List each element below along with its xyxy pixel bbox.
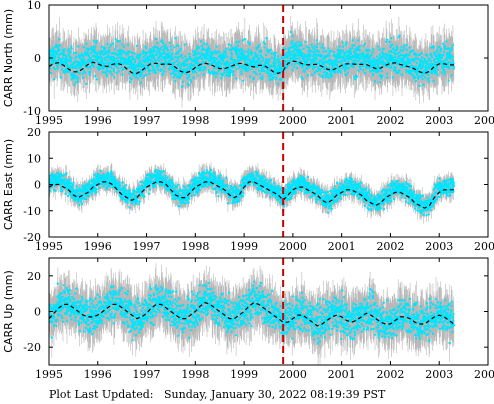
x-tick-label: 2001 [328, 368, 356, 381]
x-tick-label: 1998 [181, 114, 209, 127]
y-tick-label: -10 [23, 105, 41, 118]
x-tick-label: 2000 [279, 114, 307, 127]
model-curve [49, 60, 454, 75]
x-tick-label: 2001 [328, 114, 356, 127]
x-tick-label: 1997 [133, 368, 161, 381]
y-tick-label: -10 [23, 205, 41, 218]
x-tick-label: 2004 [474, 114, 494, 127]
x-tick-label: 1999 [230, 240, 258, 253]
x-tick-label: 1995 [35, 240, 63, 253]
y-tick-label: 20 [27, 270, 41, 283]
x-tick-label: 2002 [376, 368, 404, 381]
x-tick-label: 1995 [35, 368, 63, 381]
y-tick-label: -20 [23, 231, 41, 244]
y-tick-label: 0 [34, 52, 41, 65]
x-tick-label: 2003 [425, 368, 453, 381]
x-tick-label: 2004 [474, 240, 494, 253]
x-tick-label: 1997 [133, 114, 161, 127]
x-tick-label: 2003 [425, 240, 453, 253]
footer-timestamp: Sunday, January 30, 2022 08:19:39 PST [163, 388, 386, 401]
y-tick-label: 10 [27, 0, 41, 12]
x-tick-label: 1996 [84, 368, 112, 381]
y-axis-label: CARR Up (mm) [2, 270, 15, 353]
x-tick-label: 1998 [181, 240, 209, 253]
y-axis-label: CARR East (mm) [2, 139, 15, 230]
x-tick-label: 2001 [328, 240, 356, 253]
panel-2: 1995 1996 1997 1998 1999 2000 2001 2002 2003 2004… [2, 126, 494, 253]
y-tick-label: 10 [27, 152, 41, 165]
x-tick-label: 1997 [133, 240, 161, 253]
x-tick-label: 2000 [279, 240, 307, 253]
panel-1: 1995 1996 1997 1998 1999 2000 2001 2002 2003 2004… [2, 0, 494, 127]
x-tick-label: 1998 [181, 368, 209, 381]
y-axis-label: CARR North (mm) [2, 9, 15, 107]
x-tick-label: 2000 [279, 368, 307, 381]
x-tick-label: 2004 [474, 368, 494, 381]
x-tick-label: 2002 [376, 240, 404, 253]
plot-updated-footer: Plot Last Updated: Sunday, January 30, 2… [49, 388, 385, 401]
x-tick-label: 1996 [84, 240, 112, 253]
x-tick-label: 1999 [230, 114, 258, 127]
y-tick-label: 0 [34, 179, 41, 192]
panel-3: 1995 1996 1997 1998 1999 2000 2001 2002 2003 2004… [2, 257, 494, 381]
x-tick-label: 1995 [35, 114, 63, 127]
model-curve [49, 301, 455, 327]
x-tick-label: 2003 [425, 114, 453, 127]
x-tick-label: 2002 [376, 114, 404, 127]
model-curve [49, 181, 454, 209]
y-tick-label: -20 [23, 341, 41, 354]
x-tick-label: 1996 [84, 114, 112, 127]
x-tick-label: 1999 [230, 368, 258, 381]
y-tick-label: 0 [34, 306, 41, 319]
y-tick-label: 20 [27, 126, 41, 139]
footer-label: Plot Last Updated: [49, 388, 154, 401]
